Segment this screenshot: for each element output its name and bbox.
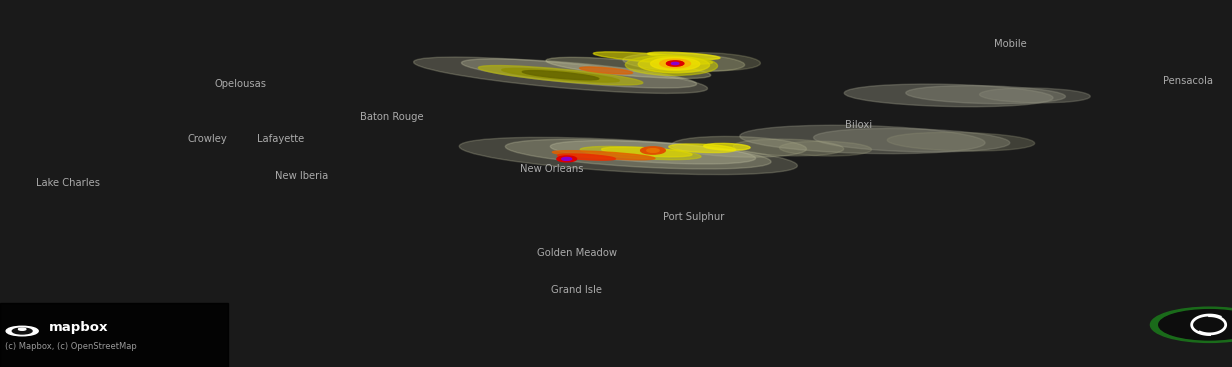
Text: New Iberia: New Iberia: [275, 171, 329, 181]
Ellipse shape: [478, 66, 643, 85]
Circle shape: [557, 156, 577, 162]
Ellipse shape: [522, 70, 599, 80]
Ellipse shape: [638, 56, 710, 73]
FancyBboxPatch shape: [0, 303, 228, 367]
Circle shape: [671, 62, 679, 65]
Ellipse shape: [979, 88, 1090, 103]
Ellipse shape: [623, 53, 744, 72]
Circle shape: [12, 328, 32, 334]
Text: Grand Isle: Grand Isle: [551, 285, 602, 295]
Ellipse shape: [780, 141, 871, 156]
Circle shape: [562, 157, 572, 160]
Ellipse shape: [733, 139, 844, 156]
Text: Mobile: Mobile: [994, 39, 1026, 49]
Ellipse shape: [650, 58, 700, 70]
Ellipse shape: [552, 151, 655, 160]
Ellipse shape: [557, 154, 616, 160]
Ellipse shape: [414, 57, 707, 93]
Ellipse shape: [813, 128, 1010, 152]
Circle shape: [667, 61, 684, 66]
Text: Pensacola: Pensacola: [1163, 76, 1212, 86]
Text: Biloxi: Biloxi: [845, 120, 872, 130]
Text: Opelousas: Opelousas: [214, 79, 266, 90]
Ellipse shape: [501, 68, 620, 82]
Ellipse shape: [671, 137, 807, 157]
Ellipse shape: [703, 143, 750, 150]
Ellipse shape: [626, 55, 717, 76]
Text: mapbox: mapbox: [49, 321, 108, 334]
Ellipse shape: [906, 86, 1066, 104]
Ellipse shape: [657, 53, 760, 70]
Circle shape: [6, 326, 38, 336]
Ellipse shape: [462, 59, 696, 88]
Circle shape: [1159, 310, 1232, 340]
Circle shape: [1151, 307, 1232, 342]
Circle shape: [18, 328, 26, 330]
Text: Crowley: Crowley: [187, 134, 227, 145]
Ellipse shape: [844, 84, 1053, 107]
Text: (c) Mapbox, (c) OpenStreetMap: (c) Mapbox, (c) OpenStreetMap: [5, 342, 137, 351]
Ellipse shape: [460, 137, 797, 175]
Ellipse shape: [601, 147, 692, 157]
Text: Lafayette: Lafayette: [257, 134, 304, 145]
Ellipse shape: [580, 146, 701, 160]
Ellipse shape: [551, 141, 755, 164]
Ellipse shape: [579, 67, 633, 74]
Circle shape: [647, 149, 659, 152]
Circle shape: [641, 147, 665, 154]
Ellipse shape: [887, 132, 1035, 151]
Ellipse shape: [546, 57, 711, 79]
Ellipse shape: [739, 125, 986, 154]
Ellipse shape: [667, 61, 684, 66]
Text: Lake Charles: Lake Charles: [36, 178, 100, 189]
Ellipse shape: [648, 52, 719, 59]
Text: New Orleans: New Orleans: [520, 164, 584, 174]
Ellipse shape: [669, 144, 736, 153]
Text: Port Sulphur: Port Sulphur: [663, 211, 724, 222]
Text: Golden Meadow: Golden Meadow: [537, 248, 616, 258]
Ellipse shape: [505, 139, 771, 169]
Text: Baton Rouge: Baton Rouge: [360, 112, 424, 123]
Ellipse shape: [594, 52, 712, 64]
Ellipse shape: [660, 59, 690, 68]
